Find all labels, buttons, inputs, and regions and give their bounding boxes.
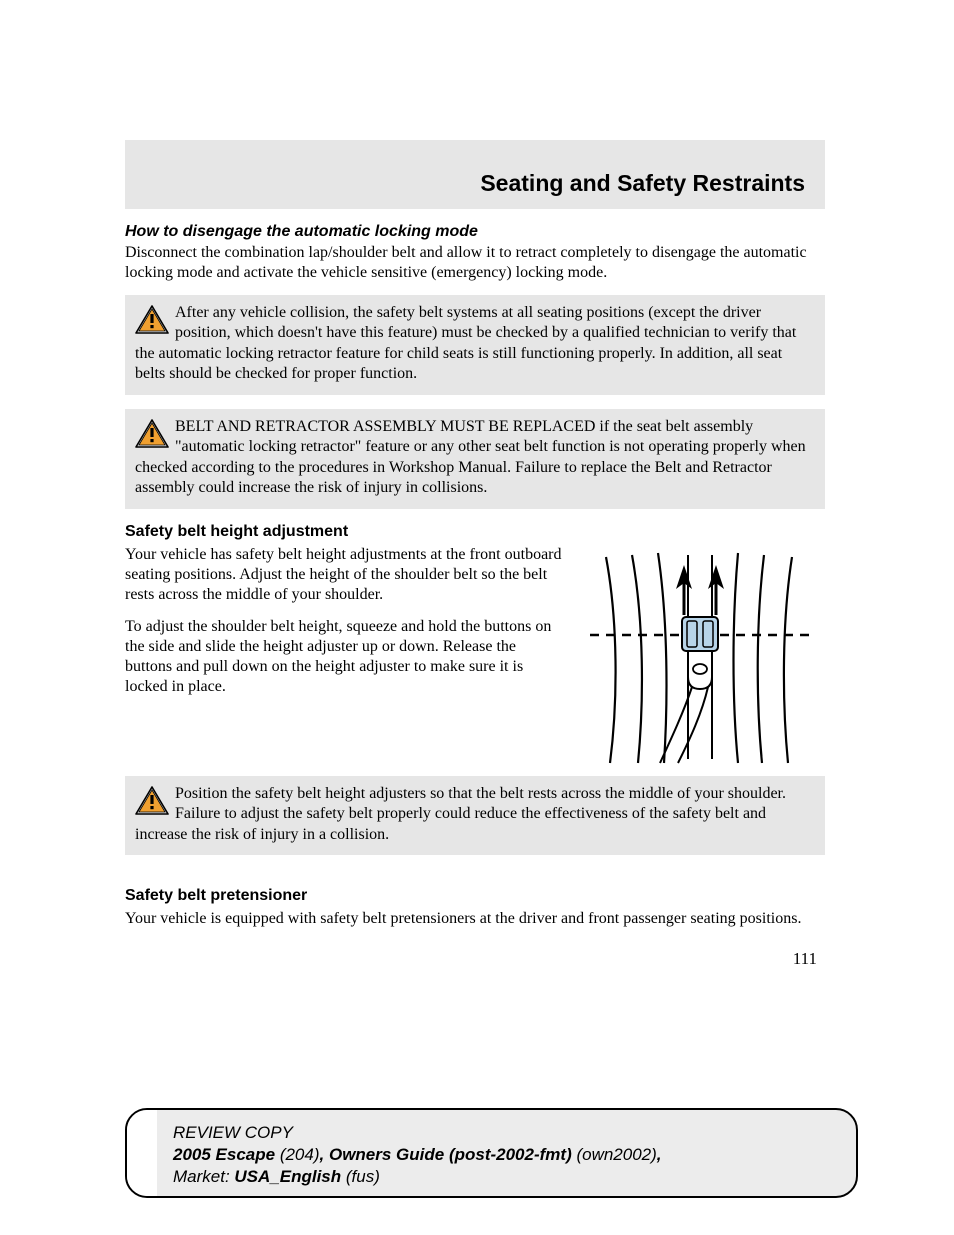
subheading-height-adj: Safety belt height adjustment: [125, 523, 825, 541]
subheading-pretensioner: Safety belt pretensioner: [125, 887, 825, 905]
warning-text: BELT AND RETRACTOR ASSEMBLY MUST BE REPL…: [135, 418, 806, 496]
footer-inner: REVIEW COPY 2005 Escape (204), Owners Gu…: [125, 1108, 858, 1198]
body-pretensioner: Your vehicle is equipped with safety bel…: [125, 909, 825, 929]
footer-line2: 2005 Escape (204), Owners Guide (post-20…: [173, 1144, 842, 1166]
footer-box: REVIEW COPY 2005 Escape (204), Owners Gu…: [125, 1108, 858, 1198]
column-text: Your vehicle has safety belt height adju…: [125, 545, 562, 766]
body-height-p1: Your vehicle has safety belt height adju…: [125, 545, 562, 605]
warning-icon: [135, 419, 169, 449]
column-diagram: [580, 545, 825, 766]
warning-box-position: Position the safety belt height adjuster…: [125, 776, 825, 855]
subheading-disengage: How to disengage the automatic locking m…: [125, 223, 825, 241]
footer-line1: REVIEW COPY: [173, 1122, 842, 1144]
two-column-block: Your vehicle has safety belt height adju…: [125, 545, 825, 766]
warning-icon: [135, 305, 169, 335]
warning-box-retractor: BELT AND RETRACTOR ASSEMBLY MUST BE REPL…: [125, 409, 825, 509]
warning-text: Position the safety belt height adjuster…: [135, 785, 786, 843]
footer-line3: Market: USA_English (fus): [173, 1166, 842, 1188]
page-number: 111: [125, 949, 825, 969]
body-disengage: Disconnect the combination lap/shoulder …: [125, 243, 825, 283]
section-title: Seating and Safety Restraints: [480, 170, 805, 196]
warning-box-collision: After any vehicle collision, the safety …: [125, 295, 825, 395]
section-header-band: Seating and Safety Restraints: [125, 140, 825, 209]
page-content: Seating and Safety Restraints How to dis…: [125, 140, 825, 969]
warning-text: After any vehicle collision, the safety …: [135, 304, 796, 382]
warning-icon: [135, 786, 169, 816]
belt-adjuster-diagram: [588, 551, 818, 766]
body-height-p2: To adjust the shoulder belt height, sque…: [125, 617, 562, 697]
